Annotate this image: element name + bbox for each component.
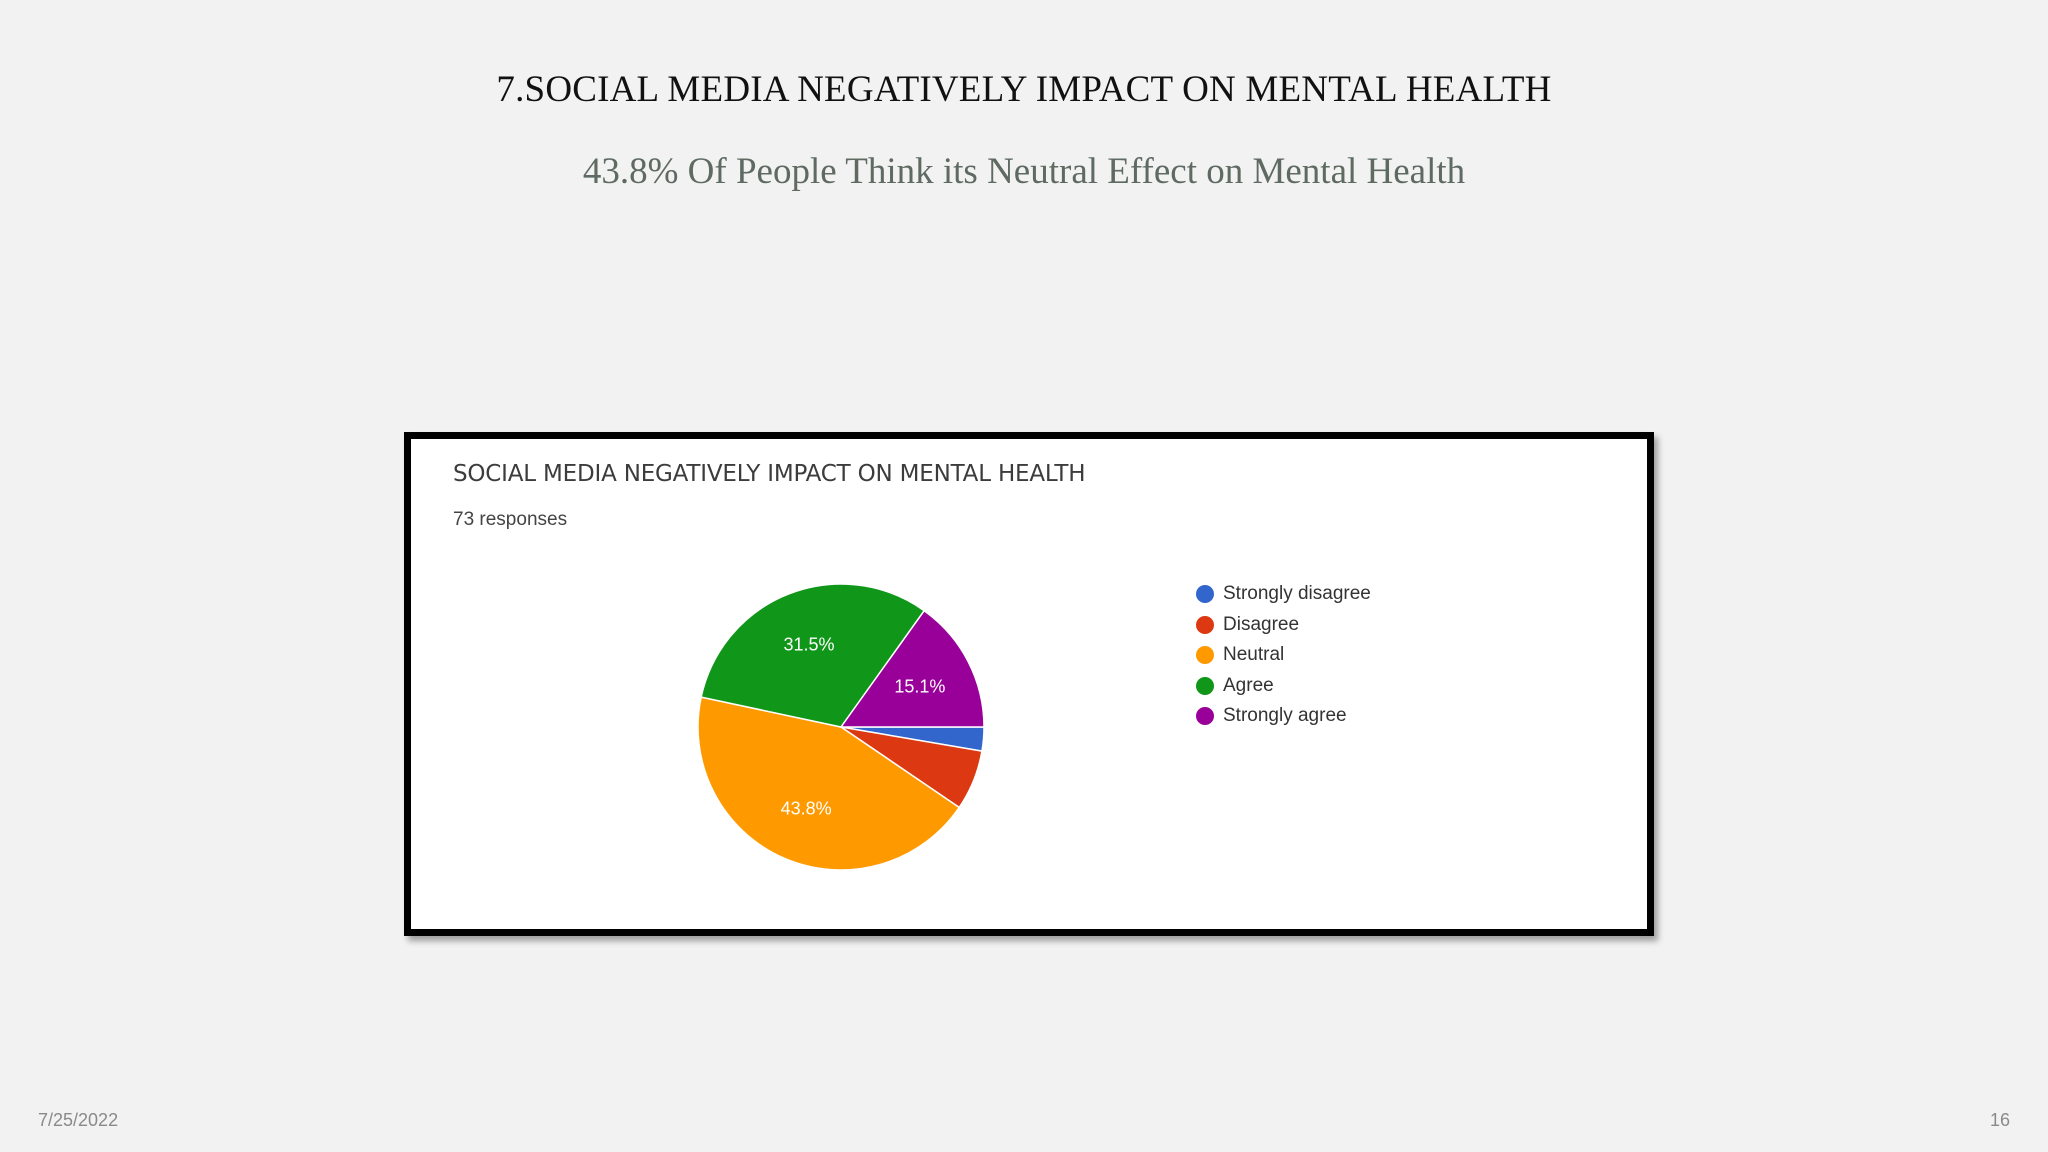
legend-swatch bbox=[1196, 615, 1214, 634]
pie-slice-strongly-agree bbox=[839, 609, 985, 728]
legend-item: Strongly disagree bbox=[1196, 579, 1371, 610]
pie-data-label: 31.5% bbox=[783, 634, 834, 654]
legend-item: Strongly agree bbox=[1196, 701, 1371, 732]
pie-data-label: 43.8% bbox=[781, 799, 832, 819]
pie-data-label: 15.1% bbox=[894, 676, 945, 696]
legend-item: Neutral bbox=[1196, 640, 1371, 671]
legend-swatch bbox=[1196, 707, 1214, 726]
legend-swatch bbox=[1196, 676, 1214, 695]
slide-subtitle: 43.8% Of People Think its Neutral Effect… bbox=[582, 151, 1466, 192]
legend-item: Agree bbox=[1196, 671, 1371, 702]
legend-swatch bbox=[1196, 646, 1214, 665]
legend-label: Agree bbox=[1223, 674, 1274, 696]
chart-title: SOCIAL MEDIA NEGATIVELY IMPACT ON MENTAL… bbox=[453, 461, 1086, 487]
slide-date: 7/25/2022 bbox=[38, 1110, 119, 1130]
legend-label: Strongly disagree bbox=[1223, 583, 1371, 605]
legend-item: Disagree bbox=[1196, 610, 1371, 641]
chart-response-count: 73 responses bbox=[453, 509, 568, 530]
legend-label: Neutral bbox=[1223, 644, 1285, 666]
legend-label: Strongly agree bbox=[1223, 705, 1347, 727]
pie-slice-agree bbox=[700, 583, 926, 728]
legend-label: Disagree bbox=[1223, 613, 1300, 635]
chart-card: SOCIAL MEDIA NEGATIVELY IMPACT ON MENTAL… bbox=[404, 432, 1654, 936]
pie-chart: 43.8% 31.5% 15.1% bbox=[697, 583, 985, 871]
slide-page-number: 16 bbox=[1989, 1110, 2010, 1130]
pie-slice-neutral bbox=[697, 696, 961, 871]
slide-title: 7.SOCIAL MEDIA NEGATIVELY IMPACT ON MENT… bbox=[496, 69, 1552, 110]
chart-legend: Strongly disagree Disagree Neutral Agree Str… bbox=[1196, 579, 1371, 732]
legend-swatch bbox=[1196, 585, 1214, 604]
